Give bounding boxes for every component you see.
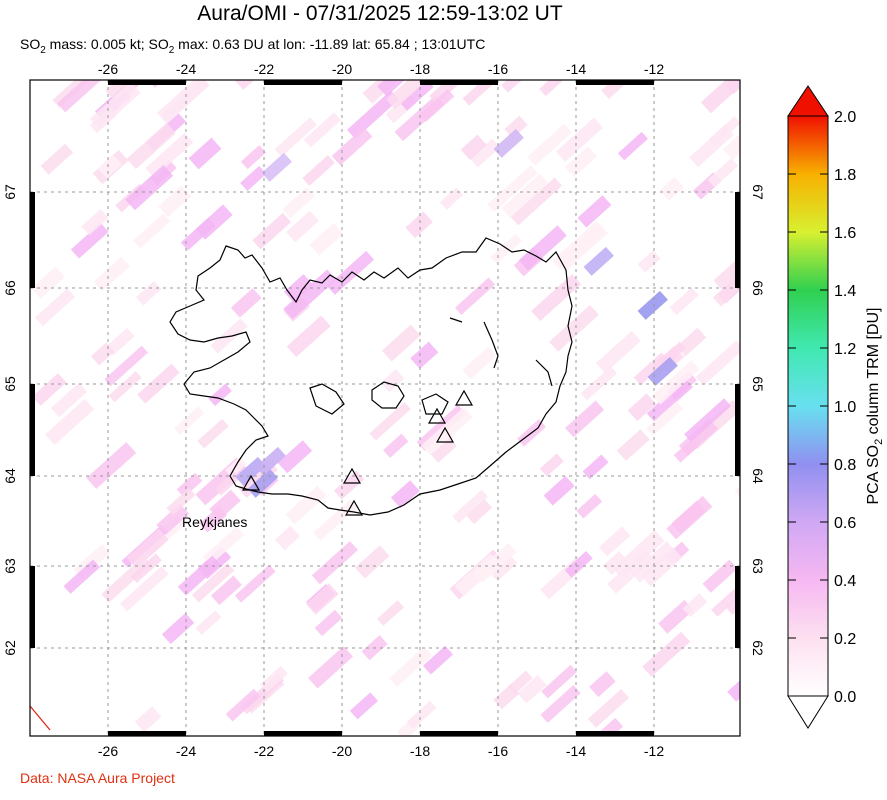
- lon-tick-bottom: -14: [566, 743, 586, 759]
- lat-tick-left: 63: [2, 558, 18, 574]
- volcano-icon: [435, 426, 455, 443]
- lat-tick-left: 65: [2, 376, 18, 392]
- lon-tick-top: -24: [176, 61, 196, 77]
- lat-tick-right: 67: [750, 184, 766, 200]
- volcano-icon: [454, 389, 474, 406]
- lon-tick-bottom: -22: [254, 743, 274, 759]
- colorbar-tick: 0.4: [834, 573, 856, 590]
- lat-tick-left: 62: [2, 640, 18, 656]
- colorbar-max-arrow: [787, 85, 829, 117]
- orbit-edge-line: [29, 705, 51, 731]
- so2-swath-pixels: [31, 80, 740, 736]
- colorbar-tick: 0.8: [834, 457, 856, 474]
- volcano-icon: [342, 467, 362, 484]
- colorbar-tick: 0.6: [834, 515, 856, 532]
- colorbar-tick: 0.0: [834, 689, 856, 706]
- lon-tick-top: -16: [488, 61, 508, 77]
- graticule: [30, 80, 740, 736]
- colorbar: 0.0 0.2 0.4 0.6 0.8 1.0 1.2 1.4 1.6 1.8 2.0 PCA SO…: [787, 85, 885, 729]
- lat-tick-right: 65: [750, 376, 766, 392]
- lon-tick-bottom: -24: [176, 743, 196, 759]
- lon-tick-top: -22: [254, 61, 274, 77]
- colorbar-tick: 0.2: [834, 631, 856, 648]
- colorbar-tick: 1.4: [834, 283, 856, 300]
- lon-tick-top: -12: [644, 61, 664, 77]
- lat-tick-right: 63: [750, 558, 766, 574]
- map-subtitle: SO2 mass: 0.005 kt; SO2 max: 0.63 DU at …: [20, 36, 486, 56]
- lat-tick-right: 66: [750, 280, 766, 296]
- volcano-icon: [427, 407, 447, 424]
- lon-tick-bottom: -12: [644, 743, 664, 759]
- data-credit: Data: NASA Aura Project: [20, 770, 175, 786]
- label-reykjanes: Reykjanes: [182, 514, 247, 530]
- lon-tick-top: -26: [98, 61, 118, 77]
- lon-tick-top: -18: [410, 61, 430, 77]
- lat-tick-right: 64: [750, 468, 766, 484]
- colorbar-tick: 1.0: [834, 399, 856, 416]
- colorbar-tick: 1.8: [834, 167, 856, 184]
- colorbar-tick: 2.0: [834, 109, 856, 126]
- lon-tick-bottom: -16: [488, 743, 508, 759]
- lat-tick-left: 64: [2, 468, 18, 484]
- frame-scale-bars: [30, 80, 740, 736]
- lat-tick-left: 66: [2, 280, 18, 296]
- map-title: Aura/OMI - 07/31/2025 12:59-13:02 UT: [197, 2, 563, 25]
- colorbar-tick: 1.6: [834, 225, 856, 242]
- lon-tick-bottom: -20: [332, 743, 352, 759]
- tick-labels: -26 -26 -24 -24 -22 -22 -20 -20 -18 -18 -16 -16 -14 -…: [2, 61, 766, 759]
- colorbar-min-arrow: [787, 695, 829, 729]
- lon-tick-bottom: -18: [410, 743, 430, 759]
- colorbar-label: PCA SO2 column TRM [DU]: [865, 308, 885, 505]
- lon-tick-top: -14: [566, 61, 586, 77]
- lon-tick-top: -20: [332, 61, 352, 77]
- lat-tick-left: 67: [2, 184, 18, 200]
- volcano-icon: [241, 474, 261, 491]
- volcano-icon: [344, 499, 364, 516]
- lon-tick-bottom: -26: [98, 743, 118, 759]
- volcano-markers: [241, 389, 474, 516]
- colorbar-tick: 1.2: [834, 341, 856, 358]
- iceland-coastline: [169, 237, 573, 516]
- lat-tick-right: 62: [750, 640, 766, 656]
